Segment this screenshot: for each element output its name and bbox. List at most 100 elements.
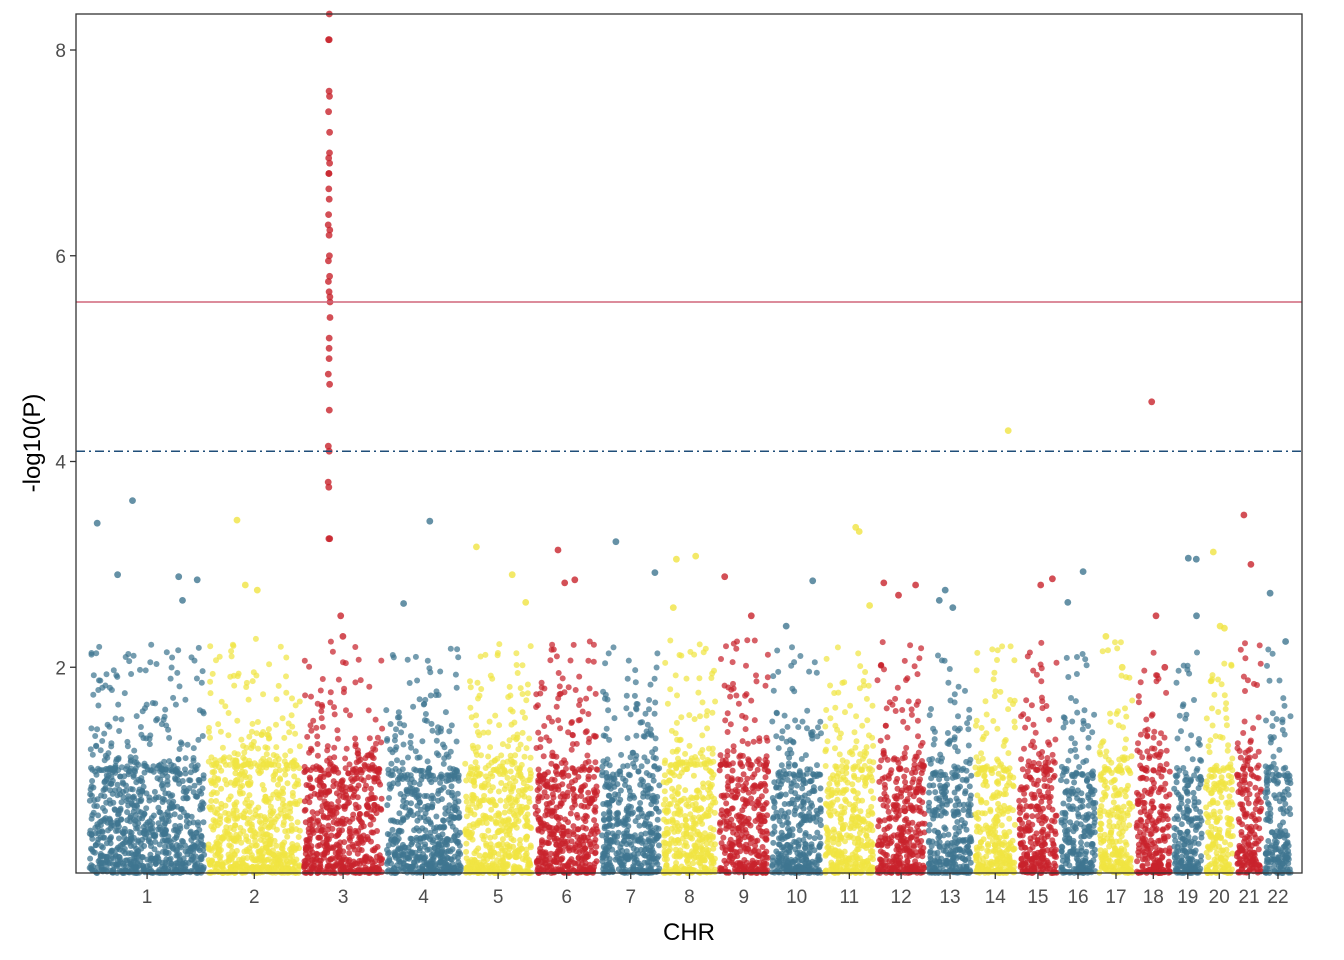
snp-point xyxy=(456,814,462,821)
snp-point xyxy=(134,824,141,831)
snp-point xyxy=(171,811,178,818)
snp-point xyxy=(593,822,599,829)
snp-point xyxy=(213,790,220,796)
snp-point xyxy=(725,786,732,793)
snp-point xyxy=(593,858,600,865)
snp-point xyxy=(455,809,462,816)
snp-point xyxy=(540,854,547,861)
snp-point xyxy=(494,652,501,659)
snp-point xyxy=(161,827,168,834)
snp-point xyxy=(508,835,515,842)
snp-point xyxy=(624,762,631,769)
snp-point xyxy=(470,777,477,784)
snp-point xyxy=(190,745,197,752)
snp-point xyxy=(600,758,607,765)
snp-point xyxy=(195,736,202,743)
snp-point xyxy=(737,836,744,843)
snp-point xyxy=(764,812,771,819)
snp-point xyxy=(592,759,599,766)
snp-point xyxy=(378,657,385,664)
snp-point xyxy=(140,865,147,871)
snp-point xyxy=(231,750,238,757)
snp-point xyxy=(191,858,198,865)
snp-point xyxy=(616,768,623,775)
snp-point xyxy=(89,835,96,842)
snp-point xyxy=(130,852,137,858)
snp-point xyxy=(139,854,146,861)
snp-point xyxy=(412,653,419,660)
snp-point xyxy=(374,843,381,850)
snp-point xyxy=(174,852,181,859)
snp-point xyxy=(212,757,219,763)
snp-point xyxy=(526,735,533,742)
snp-point xyxy=(89,812,96,819)
snp-point xyxy=(696,818,703,825)
snp-point xyxy=(126,658,133,665)
snp-point xyxy=(685,803,692,810)
snp-point xyxy=(308,693,314,700)
snp-point xyxy=(161,758,168,765)
snp-point xyxy=(515,746,522,753)
snp-point xyxy=(374,734,381,741)
snp-point xyxy=(368,785,374,792)
snp-point xyxy=(550,646,557,653)
snp-point xyxy=(153,717,160,724)
snp-point xyxy=(707,825,714,831)
snp-point xyxy=(549,718,555,725)
snp-point xyxy=(433,851,440,857)
snp-point xyxy=(413,767,420,774)
snp-point xyxy=(352,679,359,686)
snp-point xyxy=(511,812,518,819)
snp-point xyxy=(141,830,148,837)
snp-point xyxy=(399,766,406,773)
snp-point xyxy=(473,848,480,854)
snp-point xyxy=(243,836,250,843)
snp-point xyxy=(252,635,259,642)
snp-point xyxy=(493,865,500,872)
snp-point xyxy=(723,643,729,650)
snp-point xyxy=(105,750,112,757)
snp-point xyxy=(730,748,737,754)
snp-point xyxy=(735,700,742,707)
snp-point xyxy=(646,810,653,817)
snp-point xyxy=(234,776,241,783)
snp-point xyxy=(742,726,749,733)
snp-point xyxy=(509,708,516,715)
snp-point xyxy=(568,746,575,753)
snp-point xyxy=(606,762,613,769)
snp-point xyxy=(466,865,473,872)
snp-point xyxy=(367,821,374,828)
snp-point xyxy=(242,756,248,763)
snp-point xyxy=(652,755,659,762)
snp-point xyxy=(521,753,528,760)
snp-point xyxy=(117,859,124,866)
snp-point xyxy=(487,744,494,751)
snp-point xyxy=(323,836,330,843)
snp-point xyxy=(732,794,739,800)
snp-point xyxy=(617,844,624,851)
snp-point xyxy=(435,840,442,847)
snp-point xyxy=(549,791,556,798)
snp-point xyxy=(296,698,303,705)
snp-point xyxy=(218,785,225,792)
snp-point xyxy=(325,862,332,869)
snp-point xyxy=(308,727,315,734)
snp-point xyxy=(135,797,142,804)
snp-point xyxy=(302,692,309,699)
snp-point xyxy=(217,728,224,735)
snp-point xyxy=(164,781,171,788)
snp-point xyxy=(480,729,487,736)
snp-point xyxy=(331,813,337,820)
snp-point xyxy=(424,802,431,809)
snp-point xyxy=(453,684,460,691)
snp-point xyxy=(310,814,317,821)
snp-point xyxy=(686,742,693,749)
snp-point xyxy=(174,777,181,783)
snp-point xyxy=(94,726,101,733)
snp-point xyxy=(330,766,337,772)
snp-point xyxy=(285,828,292,834)
snp-point xyxy=(587,841,594,848)
snp-point xyxy=(187,828,194,835)
snp-point xyxy=(688,794,695,801)
snp-point xyxy=(550,831,557,837)
